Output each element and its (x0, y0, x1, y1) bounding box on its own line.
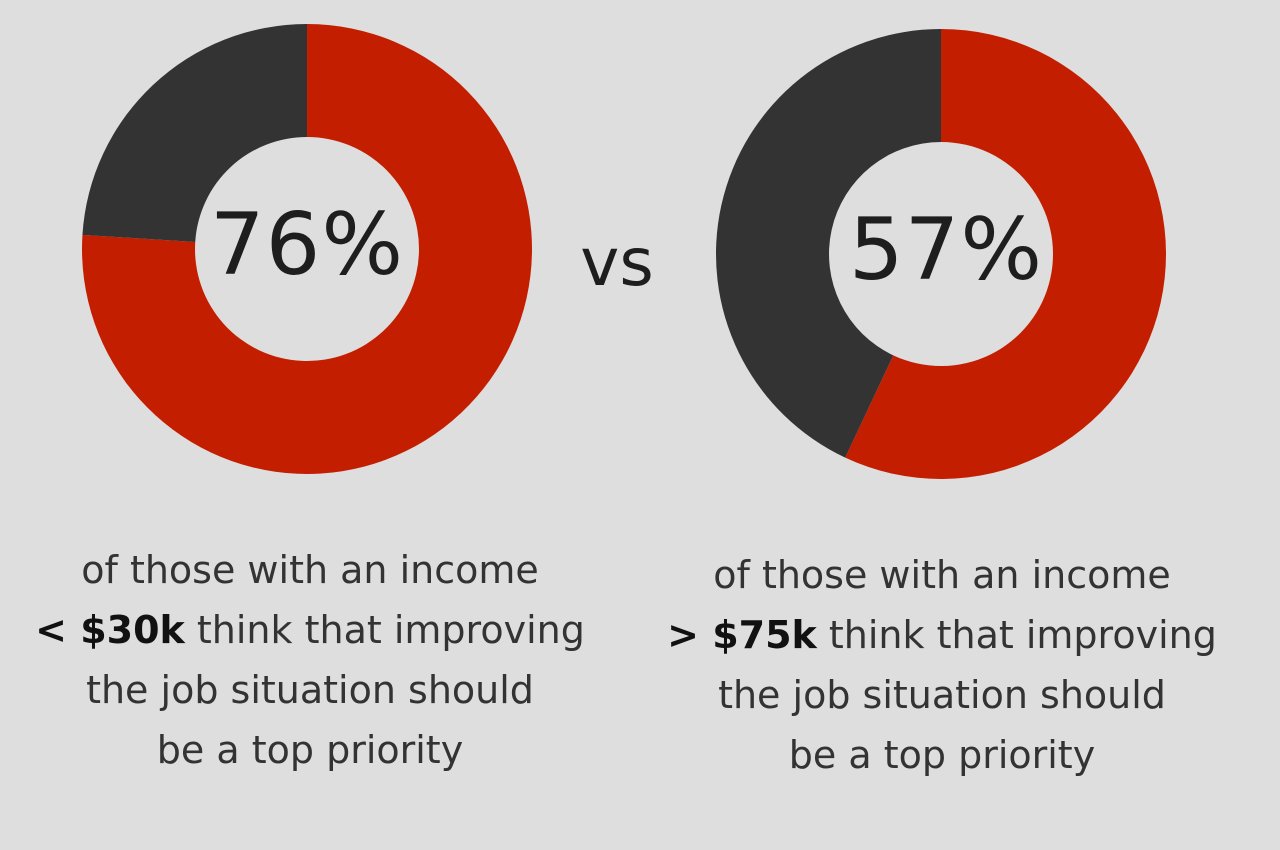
center-label-high-income: 57% (849, 200, 1043, 300)
slice-other (82, 24, 307, 242)
caption-low-income: of those with an income < $30k think tha… (0, 540, 620, 780)
caption-line-2-text: think that improving (184, 608, 585, 652)
caption-line-4: be a top priority (156, 728, 464, 772)
slice-other (716, 29, 941, 458)
income-threshold-label: > $75k (667, 613, 817, 657)
caption-line-4: be a top priority (788, 733, 1096, 777)
caption-line-1: of those with an income (713, 553, 1171, 597)
income-threshold-label: < $30k (35, 608, 185, 652)
slice-agree (82, 24, 533, 475)
caption-line-3: the job situation should (718, 673, 1166, 717)
caption-line-2-text: think that improving (816, 613, 1217, 657)
caption-line-2: > $75k think that improving (632, 605, 1252, 665)
caption-high-income: of those with an income > $75k think tha… (632, 545, 1252, 785)
vs-label: vs (580, 224, 653, 301)
caption-line-3: the job situation should (86, 668, 534, 712)
center-label-low-income: 76% (210, 195, 404, 295)
caption-line-1: of those with an income (81, 548, 539, 592)
slice-agree (845, 29, 1167, 479)
donut-chart-low-income (82, 24, 533, 475)
donut-chart-high-income (716, 29, 1167, 479)
caption-line-2: < $30k think that improving (0, 600, 620, 660)
